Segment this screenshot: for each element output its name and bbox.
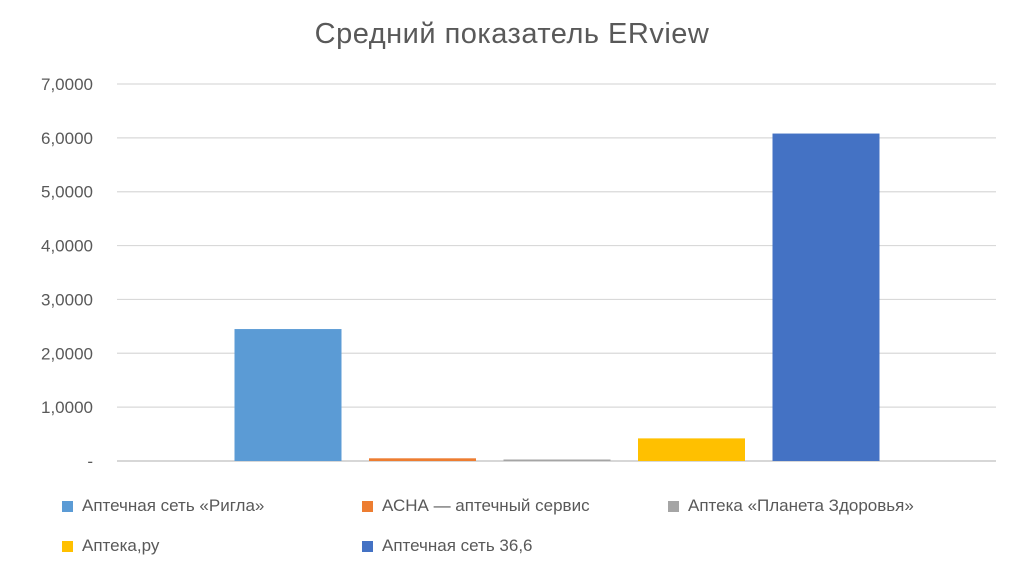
bar-2 <box>369 458 476 461</box>
y-tick-label: 7,0000 <box>41 75 93 94</box>
y-tick-label: 2,0000 <box>41 344 93 363</box>
y-tick-label: 1,0000 <box>41 398 93 417</box>
bar-3 <box>503 459 611 461</box>
y-tick-label: 6,0000 <box>41 129 93 148</box>
bar-4 <box>638 438 745 461</box>
y-tick-label: 4,0000 <box>41 237 93 256</box>
y-tick-label: 5,0000 <box>41 183 93 202</box>
bar-1 <box>234 329 342 461</box>
bar-5 <box>772 133 880 461</box>
chart-title: Средний показатель ERview <box>314 18 710 50</box>
y-tick-label: - <box>87 452 93 471</box>
y-tick-label: 3,0000 <box>41 290 93 309</box>
